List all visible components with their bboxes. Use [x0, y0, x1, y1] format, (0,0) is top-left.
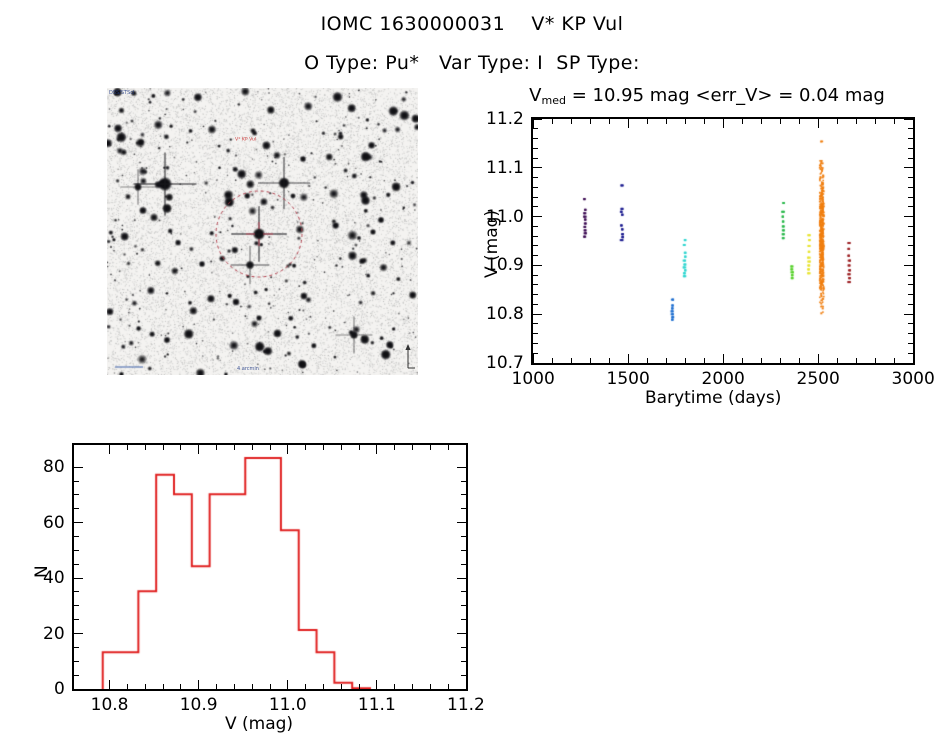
histogram-xaxis-label: V (mag): [225, 714, 294, 734]
lightcurve-ytick-0: 10.7: [486, 353, 524, 373]
lightcurve-ytick-4: 11.1: [486, 157, 524, 178]
type-summary-line: O Type: Pu* Var Type: I SP Type:: [304, 52, 640, 74]
histogram-xtick-2: 11.0: [268, 695, 307, 715]
lightcurve-ytick-2: 10.9: [486, 255, 524, 276]
histogram-plot: [72, 443, 468, 691]
histogram-xtick-3: 11.1: [357, 695, 396, 715]
lightcurve-xtick-4: 3000: [891, 369, 935, 389]
lightcurve-xaxis-label: Barytime (days): [645, 388, 782, 408]
lightcurve-yaxis-label: V (mag): [482, 209, 502, 278]
finder-target-label: V* KP Vul: [235, 137, 257, 143]
finder-scale-label: 4 arcmin: [237, 366, 259, 372]
lightcurve-points: [533, 119, 913, 363]
histogram-xtick-0: 10.8: [90, 695, 129, 715]
vmed-summary: Vmed = 10.95 mag <err_V> = 0.04 mag: [470, 85, 944, 107]
histogram-yaxis-label: N: [32, 565, 52, 578]
page-title: IOMC 1630000031 V* KP Vul: [320, 13, 624, 35]
vmed-values: = 10.95 mag <err_V> = 0.04 mag: [565, 85, 885, 106]
histogram-ytick-0: 0: [54, 679, 65, 699]
north-arrow-icon: [405, 344, 415, 369]
lightcurve-xtick-1: 1500: [606, 369, 650, 389]
lightcurve-ytick-1: 10.8: [486, 304, 524, 325]
sky-image: [107, 88, 418, 375]
finder-chart: V* KP Vul DSS/STScI 4 arcmin: [107, 88, 418, 375]
histogram-xtick-4: 11.2: [447, 695, 485, 715]
vmed-subscript: med: [541, 94, 566, 107]
vmed-symbol: V: [529, 85, 542, 106]
lightcurve-xtick-2: 2000: [701, 369, 745, 389]
finder-survey-label: DSS/STScI: [109, 90, 135, 96]
histogram-xtick-1: 10.9: [179, 695, 218, 715]
histogram-ytick-2: 40: [43, 568, 65, 589]
lightcurve-xtick-3: 2500: [796, 369, 840, 389]
histogram-ytick-4: 80: [43, 457, 65, 478]
histogram-ytick-3: 60: [43, 512, 65, 533]
lightcurve-ytick-5: 11.2: [486, 109, 524, 129]
lightcurve-ytick-3: 11.0: [486, 206, 524, 227]
histogram-ytick-1: 20: [43, 623, 65, 644]
histogram-bars: [74, 445, 466, 689]
lightcurve-plot: [531, 117, 915, 365]
lightcurve-xtick-0: 1000: [511, 369, 555, 389]
